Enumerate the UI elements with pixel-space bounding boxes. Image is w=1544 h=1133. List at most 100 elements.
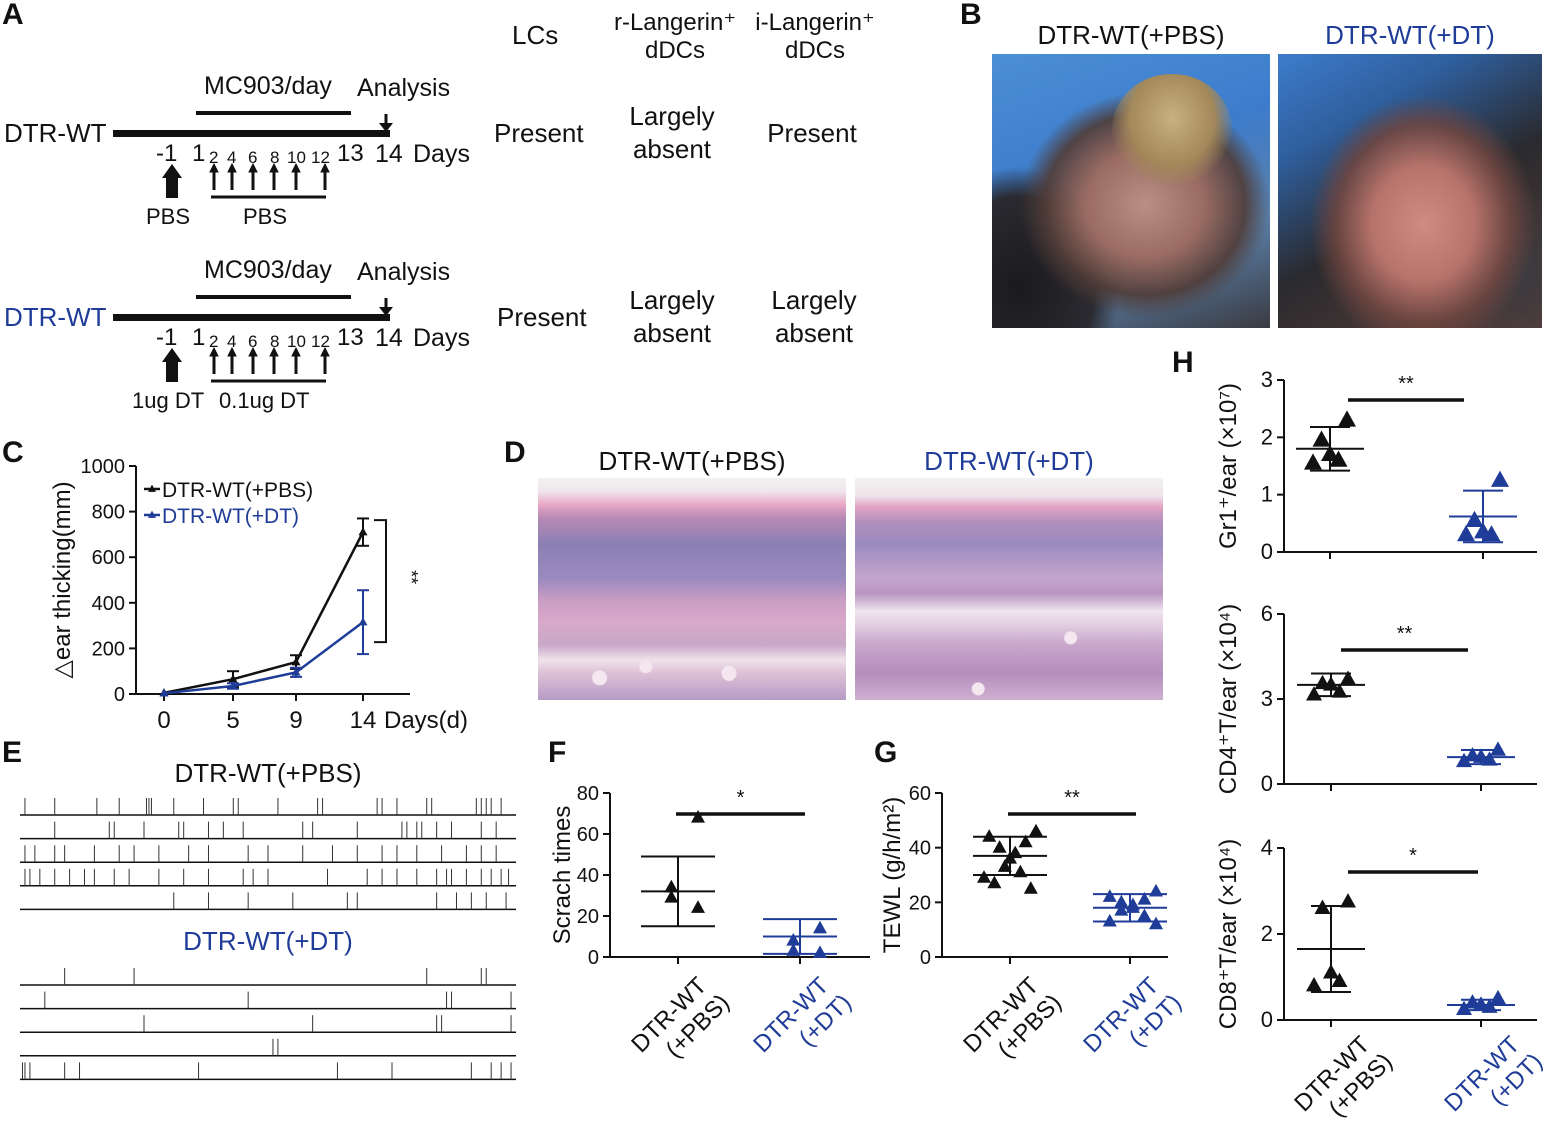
- chart-c-ear-thickness: 0 200 400 600 800 1000 0 5 9 14 Days(d) △ear thicki…: [49, 456, 468, 734]
- tick-2: 2: [209, 148, 219, 167]
- tick-4: 4: [227, 148, 237, 167]
- y-tick-label: 6: [1261, 601, 1273, 626]
- x-group-label: DTR-WT(+PBS): [1289, 1031, 1398, 1122]
- r-langerin-status: Largely absent: [597, 284, 747, 350]
- y-tick-label: 0: [114, 684, 125, 706]
- data-point: [358, 527, 368, 536]
- y-tick-label: 40: [909, 838, 931, 860]
- tick-1: 1: [192, 324, 206, 351]
- r-status-line2: absent: [632, 134, 712, 164]
- data-point: [1023, 881, 1038, 894]
- ear-photo-dt: [1278, 54, 1542, 328]
- tick-neg1: -1: [156, 140, 178, 167]
- first-injection-label: 1ug DT: [132, 388, 205, 413]
- data-point: [1306, 976, 1322, 992]
- y-tick-label: 20: [577, 906, 599, 928]
- tick-2: 2: [209, 332, 219, 351]
- y-tick-label: 1: [1261, 482, 1273, 507]
- col-header-r-top: r-Langerin⁺: [613, 9, 737, 36]
- data-point: [1114, 894, 1129, 908]
- tick-10: 10: [287, 148, 306, 167]
- scratch-pbs-title: DTR-WT(+PBS): [174, 758, 362, 788]
- significance-stars: *: [1409, 845, 1417, 867]
- data-point: [1029, 823, 1043, 837]
- panel-label-c: C: [2, 436, 24, 469]
- data-point: [159, 688, 169, 697]
- data-point: [786, 933, 801, 946]
- y-tick-label: 0: [920, 947, 931, 969]
- lcs-status: Present: [494, 118, 584, 148]
- data-point: [1013, 864, 1028, 878]
- ear-photo-pbs: [992, 54, 1270, 328]
- panel-label-h: H: [1172, 346, 1194, 379]
- data-point: [228, 674, 238, 683]
- i-langerin-status: Largely absent: [739, 284, 889, 350]
- data-point: [1137, 908, 1152, 922]
- col-header-i-top: i-Langerin⁺: [755, 9, 875, 36]
- data-point: [1481, 751, 1498, 766]
- injection-arrows: [162, 162, 330, 199]
- tick-8: 8: [270, 148, 280, 167]
- data-point: [228, 681, 238, 690]
- tick-6: 6: [248, 332, 258, 351]
- data-point: [1473, 748, 1489, 763]
- panel-label-a: A: [2, 0, 24, 31]
- y-tick-label: 0: [588, 947, 599, 969]
- y-tick-label: 60: [909, 783, 931, 805]
- y-axis-title: △ear thicking(mm): [49, 481, 76, 678]
- later-injection-label: PBS: [243, 204, 288, 229]
- panel-label-e: E: [2, 736, 23, 769]
- data-point: [664, 879, 679, 893]
- data-point: [1304, 453, 1322, 470]
- mouse-label-pbs: DTR-WT: [4, 118, 107, 148]
- data-point: [1482, 525, 1501, 542]
- series-line-1: [163, 621, 364, 695]
- data-point: [786, 943, 801, 956]
- data-point: [1456, 1000, 1472, 1016]
- i-langerin-status: Present: [767, 118, 857, 148]
- photo-b-right-title: DTR-WT(+DT): [1325, 20, 1495, 50]
- mc903-label: MC903/day: [204, 72, 332, 100]
- y-axis-title: TEWL (g/h/m²): [879, 797, 906, 953]
- tick-4: 4: [227, 332, 237, 351]
- series-line-0: [163, 531, 365, 695]
- days-label: Days: [413, 324, 470, 352]
- significance-stars: **: [401, 570, 421, 584]
- histology-left-title: DTR-WT(+PBS): [598, 446, 786, 476]
- data-point: [691, 810, 705, 823]
- data-point: [1465, 510, 1484, 527]
- significance-stars: **: [1398, 373, 1414, 395]
- data-point: [291, 657, 301, 666]
- y-tick-label: 4: [1261, 835, 1273, 860]
- data-point: [813, 920, 827, 934]
- scratch-raster: [20, 798, 516, 1081]
- legend-label: DTR-WT(+DT): [162, 505, 299, 528]
- mc903-bar: [196, 295, 351, 299]
- data-point: [1306, 686, 1322, 701]
- scratch-dt-title: DTR-WT(+DT): [183, 926, 353, 956]
- significance-stars: *: [737, 787, 745, 809]
- y-tick-label: 0: [1261, 771, 1273, 796]
- panel-label-f: F: [548, 736, 567, 769]
- r-status-line1: Largely: [629, 101, 715, 131]
- big-arrow-icon: [162, 164, 182, 198]
- x-tick-label: 5: [226, 707, 239, 734]
- x-tick-label: 9: [289, 707, 302, 734]
- col-header-r-bottom: dDCs: [644, 37, 705, 64]
- data-point: [1490, 741, 1506, 756]
- data-point: [1323, 676, 1339, 691]
- data-point: [1481, 998, 1498, 1013]
- data-point: [987, 875, 1002, 889]
- data-point: [691, 900, 705, 913]
- r-status-line1: Largely: [629, 285, 715, 315]
- scale-crust: [1112, 74, 1232, 184]
- i-status-line2: absent: [774, 318, 854, 348]
- data-point: [358, 617, 368, 626]
- y-tick-label: 400: [92, 593, 125, 615]
- tick-13: 13: [337, 140, 364, 167]
- photo-b-left-title: DTR-WT(+PBS): [1037, 20, 1225, 50]
- later-injection-label: 0.1ug DT: [219, 388, 310, 413]
- y-tick-label: 0: [1261, 539, 1273, 564]
- data-point: [1491, 470, 1509, 487]
- data-point: [664, 889, 679, 903]
